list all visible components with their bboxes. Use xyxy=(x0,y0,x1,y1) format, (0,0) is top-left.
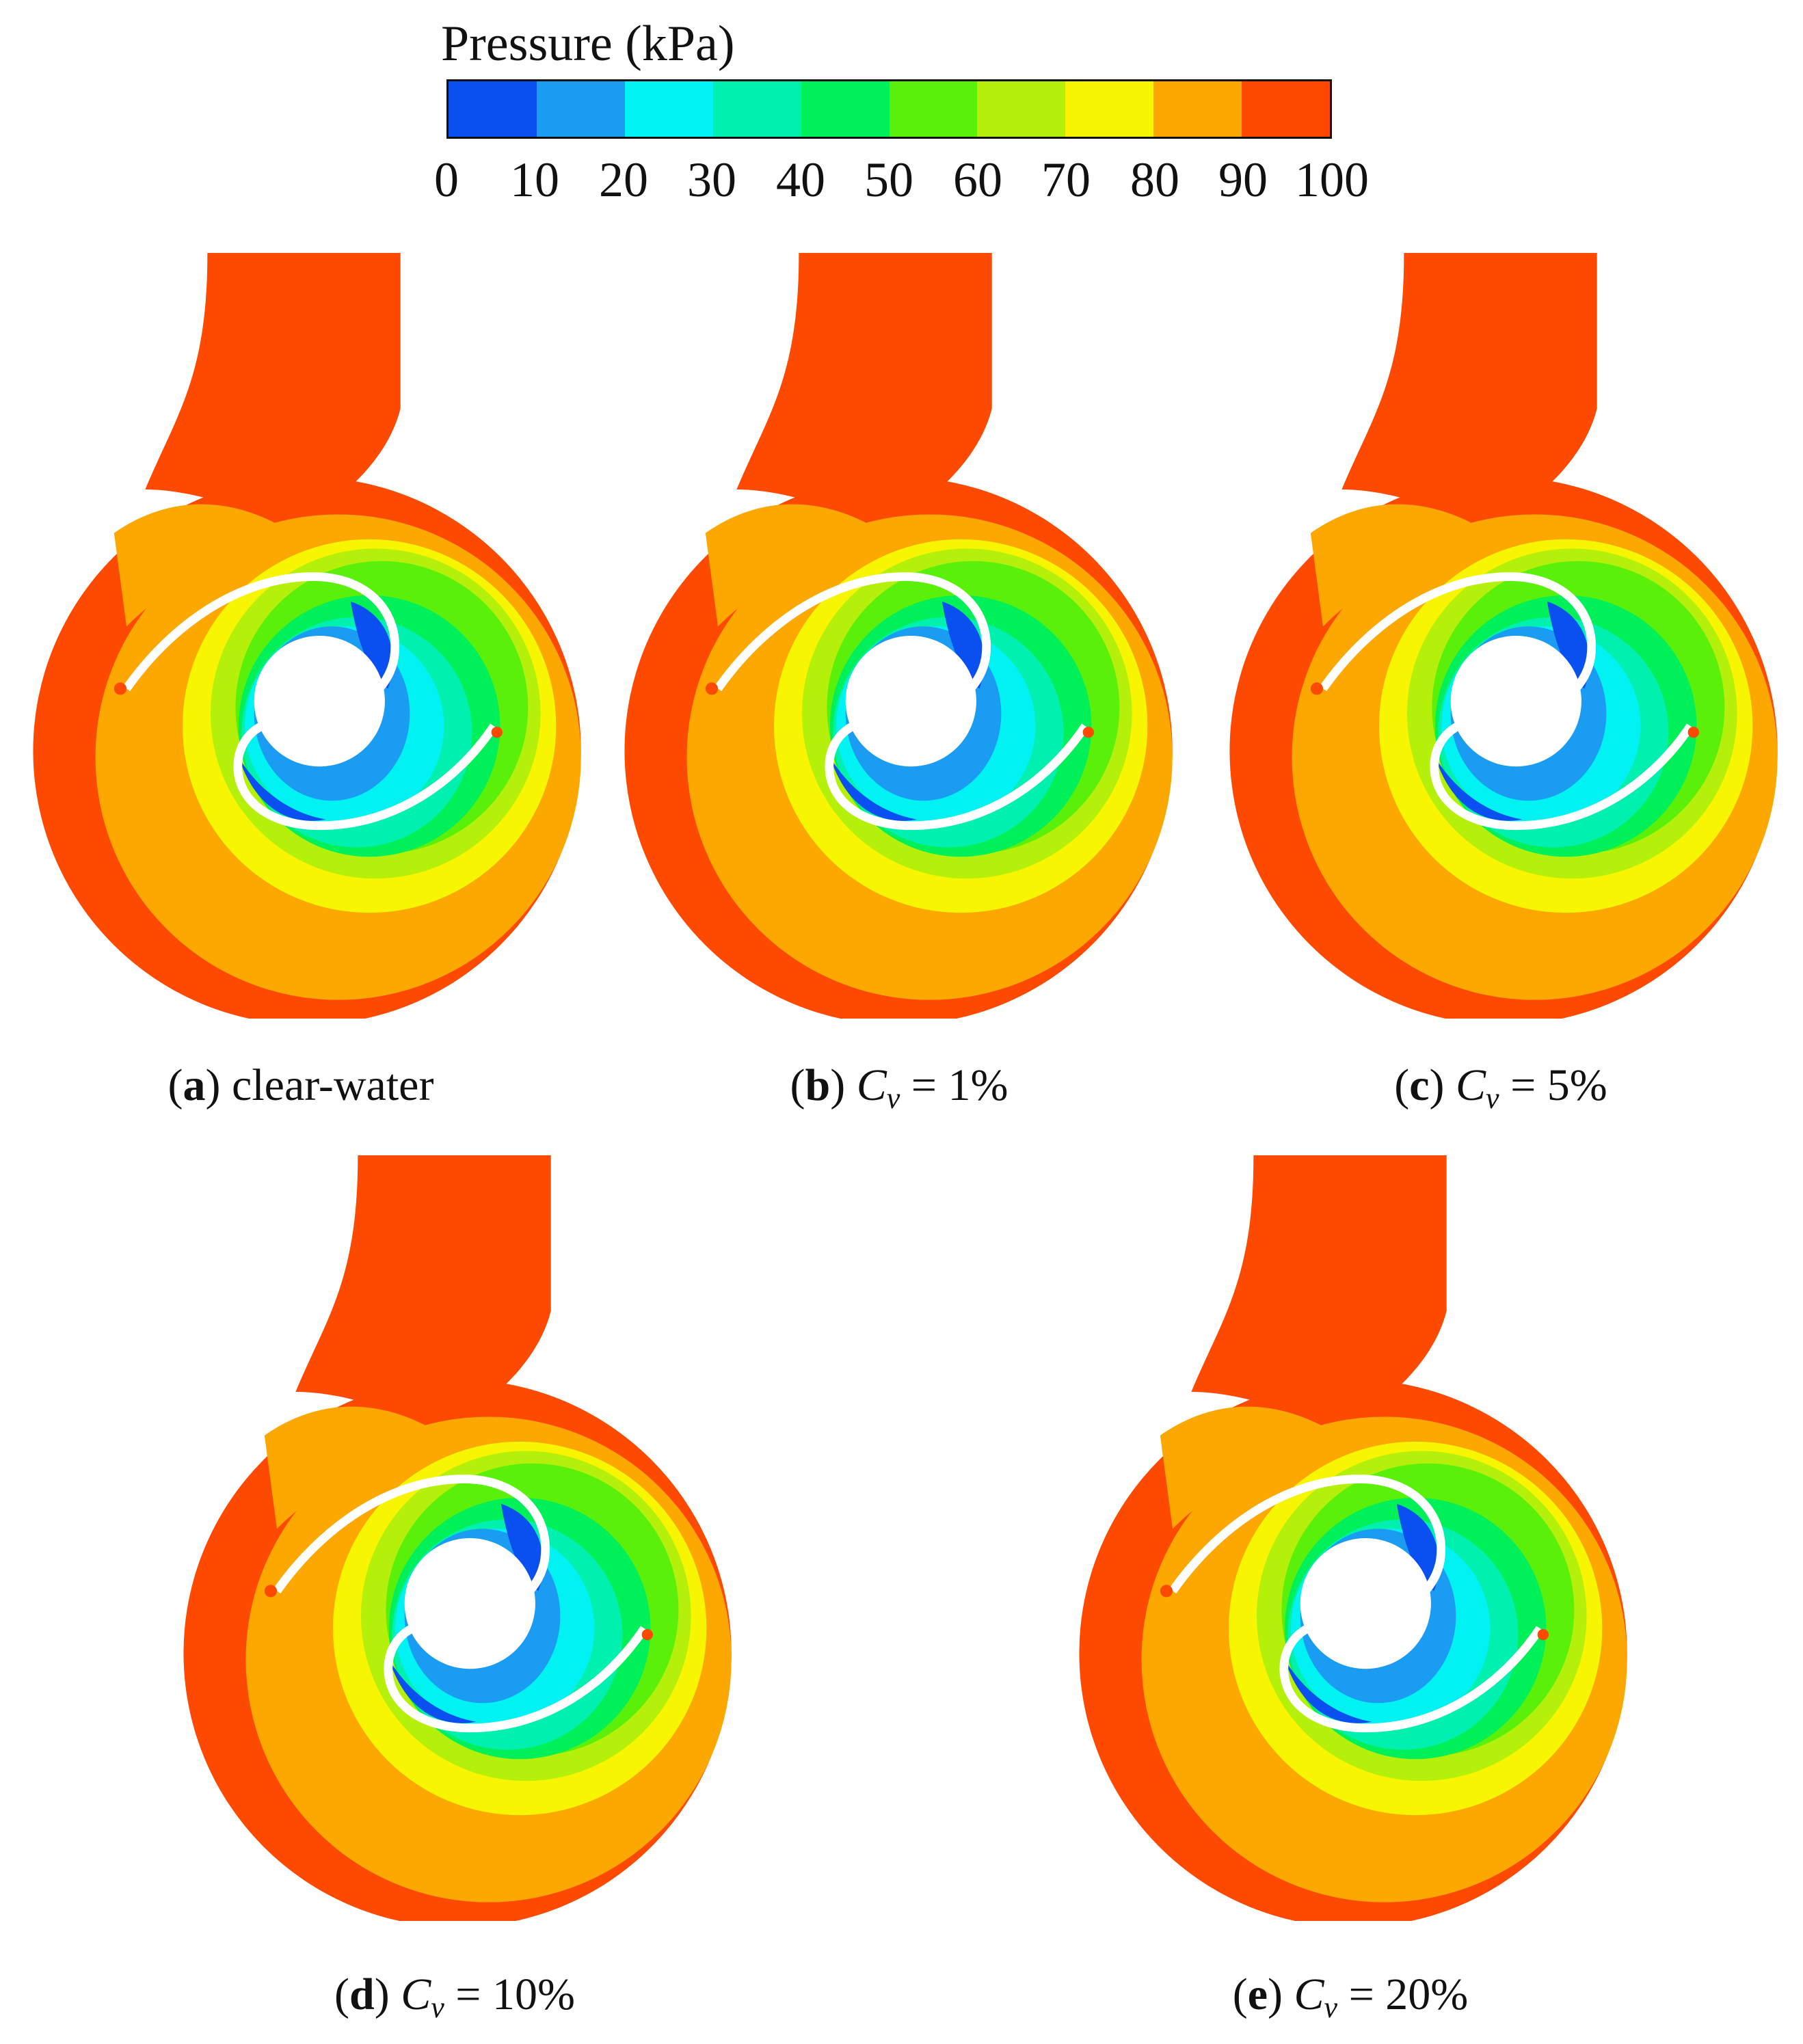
caption-value: = 1% xyxy=(900,1060,1009,1110)
colorbar-title: Pressure (kPa) xyxy=(441,16,735,72)
colorbar-segment xyxy=(977,81,1066,137)
caption-value: = 10% xyxy=(444,1969,575,2019)
pressure-contour-e xyxy=(1067,1155,1627,1921)
caption-b: (b) Cv = 1% xyxy=(790,1060,1009,1115)
contour-panel-d xyxy=(171,1155,732,1921)
colorbar-tick: 100 xyxy=(1295,152,1369,207)
pressure-contour-d xyxy=(171,1155,732,1921)
caption-variable: C xyxy=(1294,1969,1324,2019)
colorbar-segment xyxy=(1153,81,1242,137)
pressure-contour-b xyxy=(612,253,1173,1019)
caption-value: = 20% xyxy=(1337,1969,1469,2019)
colorbar-scale xyxy=(446,79,1332,139)
caption-variable: C xyxy=(401,1969,431,2019)
pressure-contour-a xyxy=(21,253,581,1019)
colorbar-segment xyxy=(449,81,537,137)
colorbar-segment xyxy=(624,81,713,137)
caption-c: (c) Cv = 5% xyxy=(1394,1060,1607,1115)
colorbar-segment xyxy=(1242,81,1331,137)
caption-letter: b xyxy=(805,1060,831,1110)
caption-e: (e) Cv = 20% xyxy=(1232,1969,1469,2024)
colorbar-tick: 70 xyxy=(1041,152,1091,207)
colorbar-segment xyxy=(889,81,978,137)
contour-panel-b xyxy=(612,253,1173,1019)
caption-subscript: v xyxy=(1324,1991,1338,2024)
colorbar-segment xyxy=(801,81,890,137)
colorbar-tick: 0 xyxy=(434,152,459,207)
caption-letter: d xyxy=(349,1969,375,2019)
colorbar-tick: 30 xyxy=(687,152,736,207)
colorbar-tick: 40 xyxy=(776,152,825,207)
caption-subscript: v xyxy=(886,1081,900,1115)
caption-variable: C xyxy=(1456,1060,1486,1110)
pressure-colorbar: Pressure (kPa) 0 10 20 30 40 50 60 70 80… xyxy=(0,0,1803,246)
contour-panel-a xyxy=(21,253,581,1019)
colorbar-tick: 50 xyxy=(864,152,913,207)
contour-panel-e xyxy=(1067,1155,1627,1921)
caption-d: (d) Cv = 10% xyxy=(334,1969,575,2024)
caption-variable: C xyxy=(856,1060,887,1110)
caption-letter: c xyxy=(1409,1060,1430,1110)
colorbar-tick: 90 xyxy=(1218,152,1268,207)
caption-text: clear-water xyxy=(232,1060,434,1110)
colorbar-segment xyxy=(1065,81,1154,137)
caption-letter: a xyxy=(183,1060,206,1110)
colorbar-tick: 80 xyxy=(1130,152,1179,207)
contour-panel-c xyxy=(1217,253,1778,1019)
colorbar-segment xyxy=(712,81,801,137)
caption-subscript: v xyxy=(1486,1081,1499,1115)
pressure-contour-c xyxy=(1217,253,1778,1019)
colorbar-tick: 20 xyxy=(599,152,648,207)
caption-subscript: v xyxy=(431,1991,444,2024)
colorbar-tick: 10 xyxy=(510,152,559,207)
colorbar-tick: 60 xyxy=(953,152,1002,207)
caption-a: (a) clear-water xyxy=(168,1060,434,1110)
caption-letter: e xyxy=(1247,1969,1268,2019)
colorbar-segment xyxy=(536,81,625,137)
caption-value: = 5% xyxy=(1499,1060,1607,1110)
